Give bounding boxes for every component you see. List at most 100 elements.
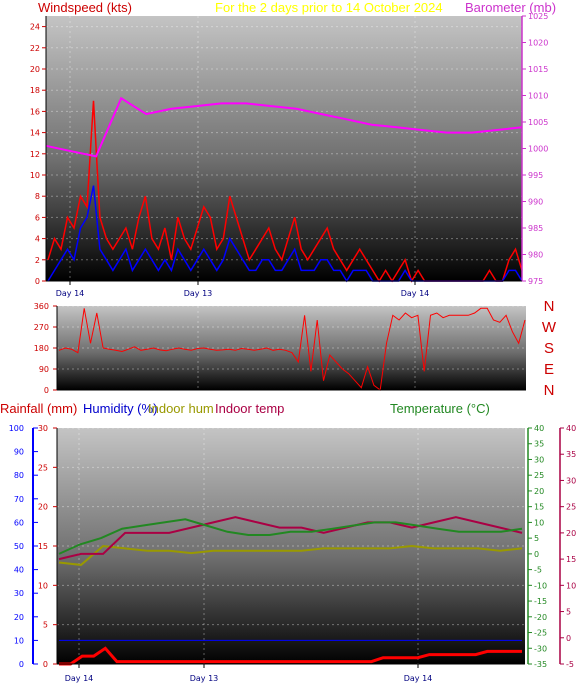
wind-y-tick-label: 16	[30, 107, 40, 116]
wind-y-tick-label: 14	[30, 129, 40, 138]
temperature-axis-title: Temperature (°C)	[390, 401, 490, 416]
temp-tick-label: 20	[534, 487, 544, 496]
rain-tick-label: 25	[38, 463, 48, 472]
wind-x-tick-label: Day 14	[401, 289, 430, 298]
wind-series-line	[45, 96, 523, 158]
temp-tick-label: 25	[534, 471, 544, 480]
humidity-axis-title: Humidity (%)	[83, 401, 157, 416]
rain-tick-label: 5	[43, 621, 48, 630]
compass-label: N	[544, 298, 555, 315]
temp-tick-label: -35	[534, 660, 547, 669]
rain-tick-label: 15	[38, 542, 48, 551]
baro-y-tick-label: 985	[528, 224, 543, 233]
temp-tick-label: 15	[534, 503, 544, 512]
temp-tick-label: -20	[534, 613, 547, 622]
climate-plot-area	[57, 428, 525, 664]
humidity-tick-label: 30	[14, 589, 24, 598]
temp-tick-label: -25	[534, 629, 547, 638]
wind-y-tick-label: 8	[35, 192, 40, 201]
compass-label: N	[544, 382, 555, 399]
climate-series-line	[58, 544, 523, 566]
temp-tick-label: -5	[534, 566, 542, 575]
temp-tick-label: -10	[534, 581, 547, 590]
chart-title: For the 2 days prior to 14 October 2024	[215, 0, 443, 15]
climate-series-line	[58, 518, 523, 555]
wind-y-tick-label: 6	[35, 213, 40, 222]
climate-x-tick-label: Day 13	[190, 674, 219, 683]
dir-y-tick-label: 360	[34, 302, 49, 311]
wind-y-tick-label: 12	[30, 150, 40, 159]
indoor-tick-label: 0	[566, 634, 571, 643]
indoor-tick-label: 20	[566, 529, 576, 538]
baro-y-tick-label: 1005	[528, 118, 548, 127]
wind-x-tick-label: Day 14	[56, 289, 85, 298]
humidity-tick-label: 50	[14, 542, 24, 551]
rain-tick-label: 0	[43, 660, 48, 669]
wind-y-tick-label: 2	[35, 256, 40, 265]
baro-y-tick-label: 995	[528, 171, 543, 180]
baro-y-tick-label: 1020	[528, 39, 548, 48]
humidity-tick-label: 80	[14, 471, 24, 480]
indoor-temp-axis-title: Indoor temp	[215, 401, 284, 416]
rain-tick-label: 30	[38, 424, 48, 433]
wind-y-tick-label: 4	[35, 235, 40, 244]
indoor-tick-label: 35	[566, 450, 576, 459]
humidity-tick-label: 90	[14, 448, 24, 457]
compass-label: S	[544, 340, 554, 357]
humidity-tick-label: 0	[19, 660, 24, 669]
temp-tick-label: 10	[534, 518, 544, 527]
climate-series-line	[59, 646, 522, 666]
indoor-tick-label: 40	[566, 424, 576, 433]
wind-y-tick-label: 24	[30, 23, 40, 32]
barometer-axis-title: Barometer (mb)	[465, 0, 556, 15]
baro-y-tick-label: 980	[528, 251, 543, 260]
baro-y-tick-label: 1000	[528, 145, 548, 154]
rainfall-axis-title: Rainfall (mm)	[0, 401, 77, 416]
humidity-tick-label: 100	[9, 424, 24, 433]
dir-y-tick-label: 270	[34, 323, 49, 332]
temp-tick-label: 40	[534, 424, 544, 433]
indoor-tick-label: 25	[566, 503, 576, 512]
rain-tick-label: 10	[38, 581, 48, 590]
wind-y-tick-label: 10	[30, 171, 40, 180]
wind-y-tick-label: 22	[30, 44, 40, 53]
indoor-tick-label: 5	[566, 608, 571, 617]
wind-y-tick-label: 20	[30, 65, 40, 74]
humidity-tick-label: 40	[14, 566, 24, 575]
dir-y-tick-label: 180	[34, 344, 49, 353]
dir-y-tick-label: 90	[39, 365, 49, 374]
humidity-tick-label: 20	[14, 613, 24, 622]
baro-y-tick-label: 990	[528, 198, 543, 207]
temp-tick-label: 0	[534, 550, 539, 559]
windspeed-axis-title: Windspeed (kts)	[38, 0, 132, 15]
windspeed-plot-area	[46, 16, 522, 281]
temp-tick-label: 35	[534, 440, 544, 449]
baro-y-tick-label: 1025	[528, 12, 548, 21]
temp-tick-label: -30	[534, 644, 547, 653]
climate-x-tick-label: Day 14	[65, 674, 94, 683]
indoor-tick-label: 30	[566, 476, 576, 485]
baro-y-tick-label: 1010	[528, 92, 548, 101]
indoor-tick-label: -5	[566, 660, 574, 669]
climate-series-line	[58, 516, 523, 561]
temp-tick-label: -15	[534, 597, 547, 606]
humidity-tick-label: 10	[14, 636, 24, 645]
baro-y-tick-label: 1015	[528, 65, 548, 74]
indoor-hum-axis-title: Indoor hum	[148, 401, 214, 416]
compass-label: W	[542, 319, 557, 336]
temp-tick-label: 30	[534, 455, 544, 464]
direction-plot-area	[57, 306, 526, 390]
indoor-tick-label: 15	[566, 555, 576, 564]
wind-x-tick-label: Day 13	[184, 289, 213, 298]
wind-y-tick-label: 18	[30, 86, 40, 95]
baro-y-tick-label: 975	[528, 277, 543, 286]
humidity-tick-label: 70	[14, 495, 24, 504]
compass-label: E	[544, 361, 554, 378]
humidity-tick-label: 60	[14, 518, 24, 527]
rain-tick-label: 20	[38, 503, 48, 512]
dir-y-tick-label: 0	[44, 386, 49, 395]
climate-x-tick-label: Day 14	[404, 674, 433, 683]
wind-direction-line	[58, 307, 526, 391]
